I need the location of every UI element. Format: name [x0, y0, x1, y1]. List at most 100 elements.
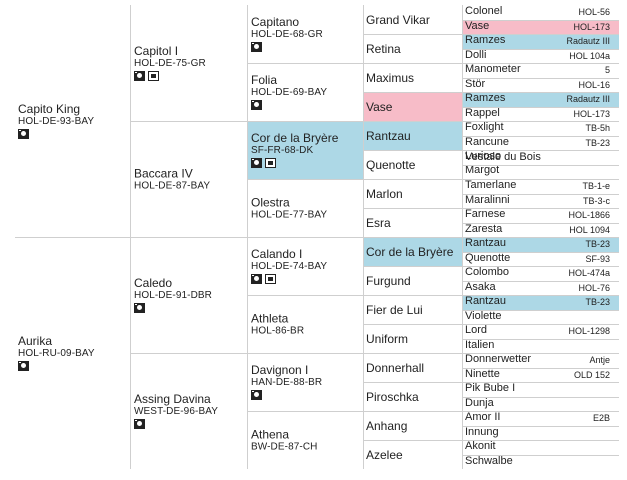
horse-name[interactable]: Tamerlane [465, 179, 517, 191]
camera-icon[interactable] [18, 129, 29, 139]
horse-cell-gen5-13[interactable]: Maralinni TB-3-c [463, 194, 619, 209]
horse-name[interactable]: Athena [251, 427, 290, 442]
horse-cell-gen4-15[interactable]: Azelee [364, 440, 462, 469]
horse-name[interactable]: Furgund [366, 273, 411, 288]
film-icon[interactable] [265, 274, 276, 284]
horse-name[interactable]: Akonit [465, 440, 496, 452]
horse-cell-gen5-15[interactable]: Zaresta HOL 1094 [463, 223, 619, 238]
horse-name[interactable]: Cor de la Bryère [251, 131, 339, 145]
horse-cell-gen5-9[interactable]: Rancune TB-23 [463, 136, 619, 151]
horse-cell-gen5-25[interactable]: Ninette OLD 152 [463, 368, 619, 383]
horse-cell-gen4-6[interactable]: Marlon [364, 179, 462, 208]
horse-cell-gen5-30[interactable]: Akonit [463, 440, 619, 455]
camera-icon[interactable] [251, 158, 262, 168]
horse-cell-gen5-20[interactable]: Rantzau TB-23 [463, 295, 619, 310]
horse-name[interactable]: Quenotte [366, 157, 416, 172]
horse-cell-gen4-7[interactable]: Esra [364, 208, 462, 237]
horse-name[interactable]: Rancune [465, 135, 510, 148]
horse-cell-gen5-29[interactable]: Innung [463, 426, 619, 441]
horse-cell-gen5-22[interactable]: Lord HOL-1298 [463, 324, 619, 339]
horse-name[interactable]: Rantzau [465, 237, 506, 249]
horse-name[interactable]: Dunja [465, 396, 494, 409]
horse-name[interactable]: Cor de la Bryère [366, 244, 454, 259]
horse-name[interactable]: Folia [251, 73, 278, 87]
horse-name[interactable]: Ramzes [465, 34, 506, 46]
horse-name[interactable]: Athleta [251, 311, 289, 326]
horse-name[interactable]: Stör [465, 77, 486, 90]
horse-cell-gen4-13[interactable]: Piroschka [364, 382, 462, 411]
horse-cell-gen4-14[interactable]: Anhang [364, 411, 462, 440]
horse-name[interactable]: Aurika [18, 334, 53, 348]
horse-name[interactable]: Ninette [465, 367, 500, 380]
horse-cell-gen3-6[interactable]: Davignon I HAN-DE-88-BR [248, 353, 364, 411]
horse-name[interactable]: Dolli [465, 48, 487, 61]
horse-cell-gen5-1[interactable]: Vase HOL-173 [463, 19, 619, 34]
horse-cell-gen4-2[interactable]: Maximus [364, 63, 462, 92]
camera-icon[interactable] [18, 361, 29, 371]
horse-name[interactable]: Davignon I [251, 363, 309, 377]
horse-name[interactable]: Marlon [366, 186, 403, 201]
horse-cell-gen4-5[interactable]: Quenotte [364, 150, 462, 179]
horse-name[interactable]: Rappel [465, 106, 500, 119]
horse-name[interactable]: Esra [366, 215, 391, 230]
horse-cell-gen5-21[interactable]: Violette [463, 310, 619, 325]
horse-cell-gen4-9[interactable]: Furgund [364, 266, 462, 295]
horse-name[interactable]: Schwalbe [465, 454, 513, 467]
horse-cell-gen4-0[interactable]: Grand Vikar [364, 5, 462, 34]
horse-name[interactable]: Lord [465, 324, 488, 336]
horse-name[interactable]: Vase [366, 99, 393, 114]
horse-name[interactable]: Caledo [134, 276, 173, 290]
horse-cell-gen4-1[interactable]: Retina [364, 34, 462, 63]
horse-cell-gen2-1[interactable]: Baccara IV HOL-DE-87-BAY [131, 121, 247, 237]
horse-name[interactable]: Innung [465, 425, 499, 438]
horse-cell-gen5-2[interactable]: Ramzes Radautz III [463, 34, 619, 49]
horse-cell-gen4-8[interactable]: Cor de la Bryère [364, 237, 462, 266]
horse-name[interactable]: Retina [366, 41, 401, 56]
horse-name[interactable]: Anhang [366, 418, 408, 433]
horse-name[interactable]: Donnerhall [366, 360, 425, 375]
horse-cell-gen1-1[interactable]: Aurika HOL-RU-09-BAY [15, 237, 130, 469]
horse-cell-gen5-27[interactable]: Dunja [463, 397, 619, 412]
horse-name[interactable]: Fier de Lui [366, 302, 423, 317]
horse-cell-gen5-11[interactable]: Vestale du Bois Margot [463, 151, 619, 180]
horse-cell-gen5-26[interactable]: Pik Bube I [463, 382, 619, 397]
horse-name[interactable]: Vestale du Bois Margot [465, 150, 541, 176]
horse-name[interactable]: Donnerwetter [465, 353, 532, 365]
camera-icon[interactable] [251, 100, 262, 110]
horse-cell-gen5-18[interactable]: Colombo HOL-474a [463, 266, 619, 281]
horse-cell-gen5-31[interactable]: Schwalbe [463, 455, 619, 470]
horse-cell-gen5-5[interactable]: Stör HOL-16 [463, 78, 619, 93]
horse-name[interactable]: Capitano [251, 15, 300, 29]
horse-cell-gen5-28[interactable]: Amor II E2B [463, 411, 619, 426]
film-icon[interactable] [148, 71, 159, 81]
horse-cell-gen3-5[interactable]: Athleta HOL-86-BR [248, 295, 364, 353]
horse-cell-gen5-24[interactable]: Donnerwetter Antje [463, 353, 619, 368]
horse-name[interactable]: Calando I [251, 247, 303, 261]
horse-cell-gen5-12[interactable]: Tamerlane TB-1-e [463, 179, 619, 194]
camera-icon[interactable] [251, 42, 262, 52]
horse-cell-gen5-6[interactable]: Ramzes Radautz III [463, 92, 619, 107]
horse-name[interactable]: Violette [465, 309, 502, 322]
horse-cell-gen5-3[interactable]: Dolli HOL 104a [463, 49, 619, 64]
film-icon[interactable] [265, 158, 276, 168]
horse-name[interactable]: Farnese [465, 208, 506, 220]
horse-name[interactable]: Grand Vikar [366, 12, 430, 27]
horse-cell-gen5-19[interactable]: Asaka HOL-76 [463, 281, 619, 296]
horse-cell-gen5-17[interactable]: Quenotte SF-93 [463, 252, 619, 267]
horse-name[interactable]: Asaka [465, 280, 496, 293]
horse-cell-gen3-4[interactable]: Calando I HOL-DE-74-BAY [248, 237, 364, 295]
horse-name[interactable]: Pik Bube I [465, 382, 516, 394]
horse-name[interactable]: Zaresta [465, 222, 503, 235]
horse-cell-gen5-0[interactable]: Colonel HOL-56 [463, 5, 619, 20]
horse-name[interactable]: Capitol I [134, 44, 179, 58]
horse-cell-gen4-11[interactable]: Uniform [364, 324, 462, 353]
horse-name[interactable]: Olestra [251, 195, 290, 210]
horse-cell-gen3-0[interactable]: Capitano HOL-DE-68-GR [248, 5, 364, 63]
horse-name[interactable]: Azelee [366, 447, 403, 462]
horse-cell-gen1-0[interactable]: Capito King HOL-DE-93-BAY [15, 5, 130, 237]
horse-name[interactable]: Colonel [465, 5, 503, 17]
horse-name[interactable]: Assing Davina [134, 392, 211, 406]
horse-name[interactable]: Uniform [366, 331, 409, 346]
camera-icon[interactable] [251, 390, 262, 400]
horse-cell-gen5-4[interactable]: Manometer 5 [463, 63, 619, 78]
